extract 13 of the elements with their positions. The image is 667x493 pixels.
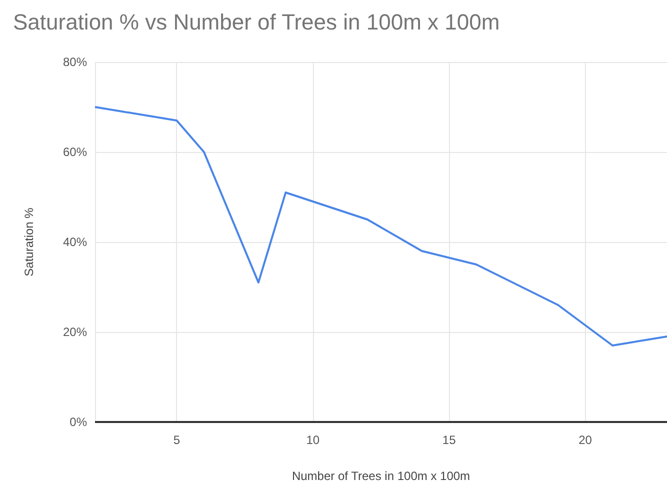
line-series	[94, 106, 667, 346]
x-axis-title: Number of Trees in 100m x 100m	[292, 469, 470, 483]
x-tick-label: 10	[306, 433, 320, 447]
chart-title: Saturation % vs Number of Trees in 100m x 100m	[13, 10, 500, 34]
y-tick-label: 20%	[62, 325, 88, 339]
x-tick-label: 5	[173, 433, 180, 447]
y-tick-label: 80%	[62, 55, 88, 69]
y-axis-title: Saturation %	[22, 207, 36, 276]
y-tick-label: 0%	[70, 415, 88, 429]
y-tick-label: 60%	[62, 145, 88, 159]
x-tick-label: 15	[442, 433, 456, 447]
x-tick-label: 20	[578, 433, 592, 447]
y-tick-label: 40%	[62, 235, 88, 249]
